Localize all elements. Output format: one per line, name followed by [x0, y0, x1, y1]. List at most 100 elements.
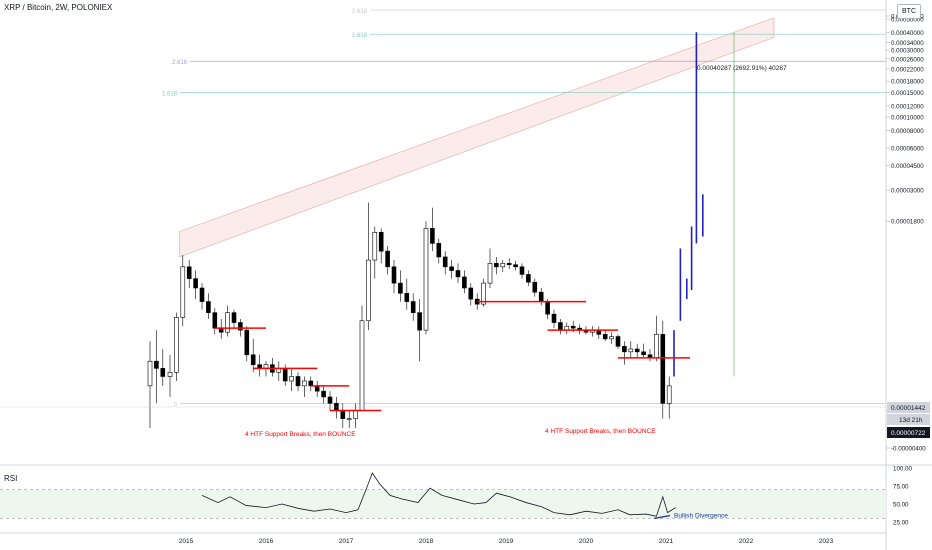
x-tick-label: 2021 [659, 538, 674, 545]
candle-body [487, 263, 493, 284]
candle-body [391, 266, 397, 284]
y-tick-label: 0.00001800 [891, 219, 924, 226]
candle-body [449, 266, 454, 271]
support-layer [214, 300, 690, 412]
chart-annotation: 0.00040287 (2692.91%) 40287 [697, 65, 787, 72]
candle-body [417, 312, 422, 331]
candle-body [174, 317, 179, 373]
candle-body [570, 325, 576, 329]
y-tick-label: 0.00010000 [891, 114, 924, 121]
y-tick-label: 0.00018000 [891, 79, 924, 86]
candle-body [404, 292, 410, 302]
candle-body [666, 385, 672, 404]
candle-body [660, 334, 666, 404]
price-label-box [887, 414, 930, 425]
price-label: 0.00001442 [891, 405, 926, 412]
y-tick-label: 0.00003000 [891, 188, 924, 195]
y-tick-label: 0.00004500 [891, 163, 924, 170]
candle-body [160, 368, 166, 377]
fib-label: 1.618 [352, 33, 368, 39]
candle-body [455, 270, 461, 278]
annotation-layer: 4 HTF Support Breaks, then BOUNCE 4 HTF S… [245, 32, 787, 438]
candle-body [436, 243, 442, 258]
candle-body [519, 266, 525, 275]
rsi-tick-label: 50.00 [893, 502, 909, 509]
x-tick-label: 2020 [579, 538, 594, 545]
candle-body [154, 360, 159, 369]
projection-layer [673, 32, 704, 377]
candle-body [366, 259, 371, 322]
x-tick-label: 2016 [259, 538, 274, 545]
rsi-tick-label: 25.00 [893, 520, 909, 527]
rsi-line [201, 472, 676, 517]
candle-body [558, 322, 563, 331]
y-tick-label: 0.00026000 [891, 56, 924, 63]
rsi-label: RSI [4, 474, 18, 483]
y-tick-label: 0.00040000 [891, 30, 924, 37]
candle-body [481, 282, 486, 305]
rsi-panel: Bullish Divergence 100.00 75.00 50.00 25.00 [0, 466, 912, 527]
candle-body [654, 334, 659, 359]
candle-body [398, 282, 403, 294]
candle-body [167, 371, 173, 377]
candle-body [295, 376, 301, 387]
candle-body [193, 278, 198, 289]
price-label-box [887, 427, 930, 438]
candle-body [282, 368, 288, 382]
candle-body [353, 410, 358, 419]
candle-body [186, 266, 192, 279]
candle-layer [147, 202, 672, 428]
price-label-box [887, 402, 930, 413]
y-tick-label: 0.00008000 [891, 128, 924, 135]
candle-body [615, 336, 621, 347]
y-tick-label: 0.00006000 [891, 146, 924, 153]
candle-body [410, 301, 416, 313]
candle-body [513, 264, 518, 268]
candle-body [385, 250, 390, 268]
fib-layer: 2.618 1.618 2.618 1.618 0 [162, 9, 886, 408]
x-tick-label: 2018 [419, 538, 434, 545]
fib-label: 0 [174, 402, 178, 408]
candle-body [430, 228, 435, 244]
fib-label: 1.618 [162, 91, 178, 97]
candle-body [551, 313, 557, 323]
fib-label: 2.618 [172, 60, 188, 66]
channel-layer [179, 17, 775, 258]
divergence-line [653, 514, 671, 520]
candle-body [340, 410, 346, 419]
y-tick-label: 0.00030000 [891, 48, 924, 55]
candle-body [506, 263, 512, 266]
y-tick-label: 0.00012000 [891, 103, 924, 110]
x-tick-label: 2019 [499, 538, 514, 545]
candle-body [609, 336, 614, 340]
candle-body [199, 287, 205, 302]
chart-title: XRP / Bitcoin, 2W, POLONIEX [4, 3, 113, 12]
candle-body [442, 256, 448, 268]
y-tick-label: 0.00050000 [891, 17, 924, 24]
candle-body [238, 322, 243, 331]
fib-label: 2.618 [352, 9, 368, 15]
candle-body [622, 345, 627, 353]
rising-channel [179, 17, 775, 258]
candle-body [289, 376, 294, 382]
chart-annotation: 4 HTF Support Breaks, then BOUNCE [245, 431, 356, 438]
rsi-tick-label: 100.00 [893, 466, 912, 473]
candle-body [634, 348, 640, 353]
candle-body [180, 266, 186, 318]
currency-tag[interactable]: BTC [897, 4, 921, 19]
rsi-tick-label: 75.00 [893, 484, 909, 491]
candle-body [327, 396, 333, 404]
y-tick-label: 0.00022000 [891, 67, 924, 74]
candle-body [641, 351, 646, 356]
candle-body [206, 301, 211, 313]
candle-body [462, 276, 467, 289]
price-label: 13d 21h [899, 417, 923, 424]
candle-body [423, 228, 429, 331]
candle-body [244, 329, 250, 356]
divergence-label: Bullish Divergence [674, 513, 728, 520]
candle-body [378, 231, 384, 252]
candle-body [538, 291, 544, 302]
price-label: 0.00000722 [891, 430, 926, 437]
